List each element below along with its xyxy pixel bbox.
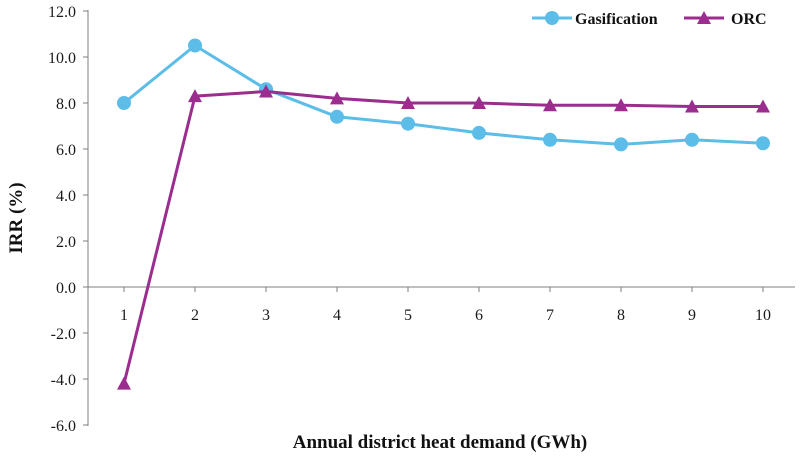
orc-point (543, 98, 557, 112)
gasification-point (543, 132, 557, 147)
x-tick-label: 4 (333, 307, 341, 324)
y-tick-label: -2.0 (51, 326, 76, 343)
y-tick-label: 12.0 (48, 4, 76, 21)
orc-point (117, 376, 131, 390)
gasification-point (685, 132, 699, 147)
y-tick-label: 2.0 (56, 234, 76, 251)
orc-legend-label: ORC (731, 11, 767, 28)
gasification-legend-label: Gasification (575, 11, 658, 28)
orc-legend-marker (697, 11, 711, 24)
y-tick-label: 10.0 (48, 50, 76, 67)
orc-point (472, 96, 486, 109)
y-tick-label: 8.0 (56, 96, 76, 113)
gasification-point (756, 136, 770, 151)
y-tick-label: 0.0 (56, 280, 76, 297)
x-tick-label: 8 (617, 307, 625, 324)
gasification-point (401, 116, 415, 131)
x-tick-label: 6 (475, 307, 483, 324)
orc-point (401, 96, 415, 109)
y-axis-title: IRR (%) (6, 182, 27, 253)
x-axis-title: Annual district heat demand (GWh) (293, 432, 588, 453)
gasification-line (123, 44, 764, 146)
x-tick-label: 1 (120, 307, 128, 324)
x-tick-label: 2 (191, 307, 199, 324)
x-tick-label: 3 (262, 307, 270, 324)
orc-point (614, 98, 628, 112)
y-tick-label: 6.0 (56, 142, 76, 159)
axes: 12.0 10.0 8.0 6.0 4.0 2.0 0.0 -2.0 -4.0 -6.0 1 2 3 4 5… (48, 4, 795, 435)
orc-point (756, 99, 770, 113)
orc-point (188, 89, 202, 103)
x-tick-label: 5 (404, 307, 412, 324)
series-layer (117, 38, 770, 390)
gasification-point (188, 38, 202, 53)
orc-line (122, 90, 763, 384)
orc-point (259, 84, 273, 98)
gasification-legend-marker (545, 11, 559, 25)
y-tick-label: -6.0 (51, 418, 76, 435)
x-tick-label: 10 (755, 307, 771, 324)
gasification-point (117, 96, 131, 110)
gasification-point (614, 137, 628, 152)
gasification-point (472, 125, 486, 140)
x-tick-label: 7 (546, 307, 554, 324)
legend: Gasification ORC (532, 11, 767, 28)
gasification-point (330, 109, 344, 124)
y-tick-label: 4.0 (56, 188, 76, 205)
y-tick-label: -4.0 (51, 372, 76, 389)
x-tick-label: 9 (688, 307, 696, 324)
orc-point (685, 99, 699, 113)
orc-point (330, 91, 344, 105)
